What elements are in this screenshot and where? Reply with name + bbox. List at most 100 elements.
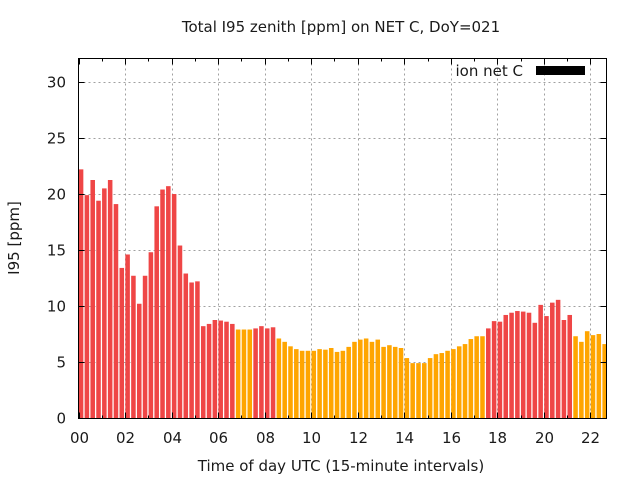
legend-swatch <box>536 66 585 75</box>
bar <box>113 204 119 418</box>
bar <box>567 314 573 418</box>
y-axis-label: I95 [ppm] <box>5 201 23 275</box>
x-tick-label: 16 <box>442 429 461 447</box>
x-tick-label: 22 <box>581 429 600 447</box>
bar <box>515 311 520 418</box>
bar <box>596 334 602 418</box>
bar <box>84 195 90 418</box>
y-tick-label: 30 <box>47 74 66 92</box>
grid-lines <box>78 58 607 419</box>
bar <box>78 169 84 418</box>
bar <box>189 282 194 418</box>
bar <box>433 354 439 418</box>
bar <box>439 353 445 418</box>
y-tick-label: 0 <box>56 410 66 428</box>
bar <box>486 328 491 418</box>
bar <box>282 341 287 418</box>
bar <box>125 254 130 418</box>
bar <box>456 346 462 418</box>
bar <box>462 344 468 418</box>
bar <box>247 329 253 418</box>
bar <box>206 323 212 418</box>
bar <box>410 363 415 418</box>
bar <box>230 323 235 418</box>
bar <box>264 328 270 418</box>
bar <box>398 348 404 418</box>
bar <box>451 349 456 418</box>
bar <box>235 329 241 418</box>
bar <box>369 341 375 418</box>
bar <box>602 344 607 418</box>
bar <box>96 200 101 418</box>
bar <box>416 363 421 418</box>
bar <box>579 341 584 418</box>
bar <box>171 194 177 418</box>
y-tick-labels: 0 5 10 15 20 25 30 <box>47 74 66 428</box>
bar <box>259 326 264 418</box>
bar <box>555 299 561 418</box>
bar <box>200 326 206 418</box>
bar <box>392 346 398 418</box>
bar <box>148 252 154 418</box>
chart-title: Total I95 zenith [ppm] on NET C, DoY=021 <box>181 18 500 36</box>
bar <box>445 350 450 418</box>
x-tick-label: 18 <box>488 429 507 447</box>
bar <box>468 339 474 418</box>
bar <box>218 320 223 418</box>
y-tick-label: 10 <box>47 298 66 316</box>
bar <box>177 245 183 418</box>
y-tick-label: 5 <box>56 354 66 372</box>
bar <box>270 327 276 418</box>
x-tick-label: 08 <box>256 429 275 447</box>
bar <box>107 180 113 418</box>
y-tick-label: 20 <box>47 186 66 204</box>
bar <box>526 312 532 418</box>
y-tick-label: 15 <box>47 242 66 260</box>
bar <box>166 186 171 418</box>
bar <box>119 267 125 418</box>
y-tick-label: 25 <box>47 130 66 148</box>
x-tick-label: 06 <box>209 429 228 447</box>
bar <box>340 350 346 418</box>
bar <box>288 346 293 418</box>
bar <box>532 322 538 418</box>
bar <box>427 358 433 418</box>
x-tick-label: 14 <box>395 429 414 447</box>
bar <box>224 321 229 418</box>
bar <box>538 304 543 418</box>
bar <box>311 350 317 418</box>
bar <box>334 351 340 418</box>
bar <box>241 329 247 418</box>
bar <box>195 281 200 418</box>
x-tick-label: 10 <box>302 429 321 447</box>
x-axis-label: Time of day UTC (15-minute intervals) <box>197 457 484 475</box>
x-tick-label: 20 <box>535 429 554 447</box>
bar <box>520 311 526 418</box>
legend-label: ion net C <box>456 62 523 80</box>
bar <box>346 346 351 418</box>
bar <box>131 275 136 418</box>
bar <box>136 303 142 418</box>
bar <box>102 188 107 418</box>
bar <box>253 328 258 418</box>
plot-frame <box>78 58 607 419</box>
bar <box>328 348 334 418</box>
bar <box>561 320 567 418</box>
bar <box>474 336 479 418</box>
x-tick-label: 04 <box>163 429 182 447</box>
bar <box>317 349 322 418</box>
bar <box>183 273 189 418</box>
bar <box>503 314 509 418</box>
x-tick-labels: 00 02 04 06 08 10 12 14 16 18 20 22 <box>70 429 600 447</box>
bar <box>142 275 148 418</box>
bar <box>544 316 549 418</box>
bar <box>294 349 299 418</box>
bar <box>584 331 590 418</box>
bar <box>491 321 497 418</box>
legend: ion net C <box>456 62 585 80</box>
bar <box>154 206 159 418</box>
bar <box>160 189 165 418</box>
bar <box>509 312 514 418</box>
bar <box>590 335 596 418</box>
